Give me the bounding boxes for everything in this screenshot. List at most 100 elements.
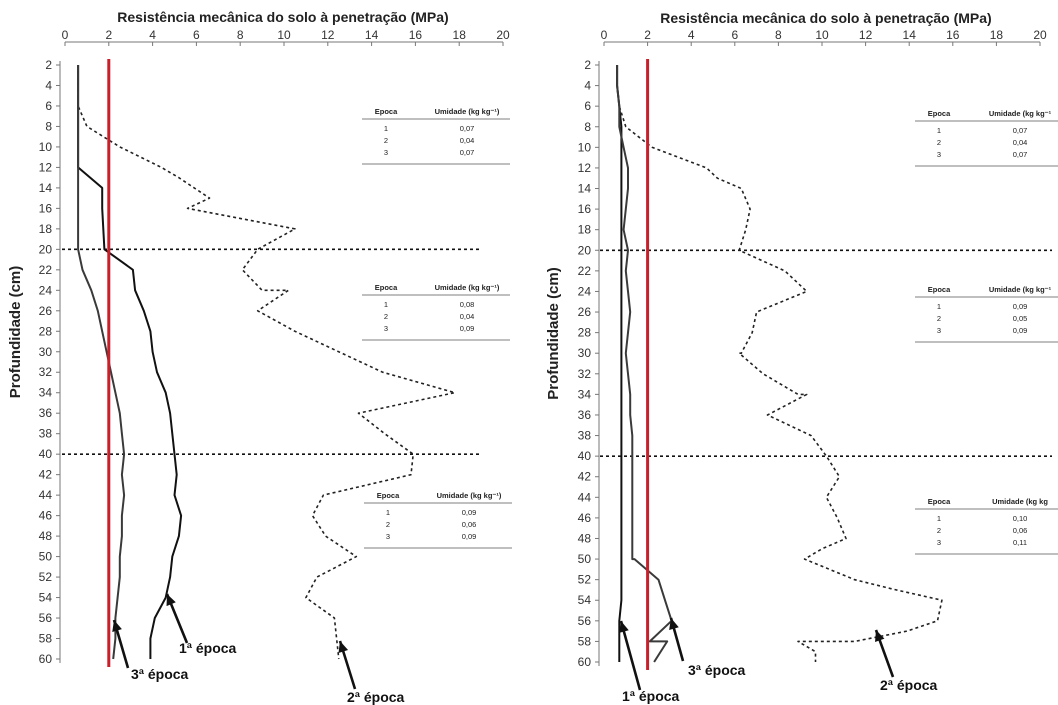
x-tick-label: 20 bbox=[496, 28, 510, 42]
table-cell-epoca: 2 bbox=[384, 136, 388, 145]
y-tick-label: 52 bbox=[39, 570, 53, 584]
y-tick-label: 2 bbox=[45, 58, 52, 72]
table-cell-epoca: 2 bbox=[937, 526, 941, 535]
table-cell-umidade: 0,07 bbox=[460, 148, 475, 157]
y-tick-label: 52 bbox=[578, 573, 592, 587]
y-tick-label: 60 bbox=[39, 652, 53, 666]
y-tick-label: 2 bbox=[584, 58, 591, 72]
moisture-table: Epoca Umidade (kg kg⁻¹ 1 0,09 2 0,05 3 0,09 bbox=[915, 285, 1058, 343]
table-cell-umidade: 0,04 bbox=[460, 312, 475, 321]
y-tick-label: 16 bbox=[39, 201, 53, 215]
y-tick-label: 34 bbox=[578, 387, 592, 401]
table-cell-epoca: 1 bbox=[937, 302, 941, 311]
annotation-arrow-head bbox=[166, 594, 176, 607]
y-tick-label: 16 bbox=[578, 202, 592, 216]
y-axis-label: Profundidade (cm) bbox=[545, 267, 562, 400]
y-tick-label: 20 bbox=[578, 243, 592, 257]
y-tick-label: 56 bbox=[578, 614, 592, 628]
table-header-epoca: Epoca bbox=[928, 285, 951, 294]
y-tick-label: 54 bbox=[578, 593, 592, 607]
y-tick-label: 14 bbox=[578, 182, 592, 196]
x-tick-label: 16 bbox=[409, 28, 423, 42]
table-header-umidade: Umidade (kg kg⁻¹) bbox=[435, 107, 500, 116]
chart-panel-1: Resistência mecânica do solo à penetraçã… bbox=[7, 9, 512, 705]
y-tick-label: 6 bbox=[584, 99, 591, 113]
annotation-epoca: 1ª época bbox=[619, 620, 680, 704]
table-cell-epoca: 3 bbox=[937, 150, 941, 159]
series-line-epoca-2 bbox=[77, 65, 456, 660]
y-tick-label: 58 bbox=[578, 634, 592, 648]
table-cell-umidade: 0,09 bbox=[1013, 302, 1028, 311]
x-tick-label: 0 bbox=[62, 28, 69, 42]
annotation-epoca: 3ª época bbox=[669, 617, 746, 678]
y-tick-label: 40 bbox=[39, 447, 53, 461]
y-tick-label: 50 bbox=[39, 550, 53, 564]
annotation-arrow-head bbox=[619, 621, 629, 633]
y-tick-label: 36 bbox=[578, 408, 592, 422]
chart-title: Resistência mecânica do solo à penetraçã… bbox=[117, 9, 448, 25]
series-line-epoca-3 bbox=[616, 65, 673, 663]
y-tick-label: 28 bbox=[578, 326, 592, 340]
moisture-table: Epoca Umidade (kg kg⁻¹ 1 0,07 2 0,04 3 0,07 bbox=[915, 109, 1058, 167]
table-cell-umidade: 0,06 bbox=[462, 520, 477, 529]
annotation-epoca: 2ª época bbox=[338, 640, 405, 705]
y-tick-label: 44 bbox=[39, 488, 53, 502]
x-tick-label: 2 bbox=[105, 28, 112, 42]
y-tick-label: 32 bbox=[39, 365, 53, 379]
moisture-table: Epoca Umidade (kg kg⁻¹) 1 0,07 2 0,04 3 0,07 bbox=[362, 107, 510, 165]
table-header-umidade: Umidade (kg kg⁻¹ bbox=[989, 285, 1052, 294]
annotation-label: 1ª época bbox=[179, 640, 237, 656]
y-tick-label: 58 bbox=[39, 632, 53, 646]
table-cell-umidade: 0,04 bbox=[1013, 138, 1028, 147]
table-header-epoca: Epoca bbox=[375, 283, 398, 292]
annotation-arrow-head bbox=[338, 641, 349, 653]
x-tick-label: 0 bbox=[601, 28, 608, 42]
x-tick-label: 18 bbox=[990, 28, 1004, 42]
y-tick-label: 6 bbox=[45, 99, 52, 113]
table-cell-epoca: 1 bbox=[386, 508, 390, 517]
table-cell-umidade: 0,09 bbox=[462, 508, 477, 517]
y-tick-label: 24 bbox=[578, 284, 592, 298]
table-cell-umidade: 0,10 bbox=[1013, 514, 1028, 523]
y-tick-label: 22 bbox=[578, 264, 592, 278]
moisture-table: Epoca Umidade (kg kg⁻¹) 1 0,09 2 0,06 3 0,09 bbox=[364, 491, 512, 549]
annotation-epoca: 3ª época bbox=[112, 619, 189, 682]
y-tick-label: 20 bbox=[39, 242, 53, 256]
table-cell-umidade: 0,07 bbox=[1013, 150, 1028, 159]
y-tick-label: 10 bbox=[39, 140, 53, 154]
table-header-epoca: Epoca bbox=[928, 497, 951, 506]
table-cell-epoca: 3 bbox=[937, 538, 941, 547]
x-tick-label: 6 bbox=[193, 28, 200, 42]
annotation-epoca: 1ª época bbox=[165, 593, 237, 656]
y-tick-label: 38 bbox=[39, 427, 53, 441]
x-tick-label: 10 bbox=[277, 28, 291, 42]
x-tick-label: 14 bbox=[365, 28, 379, 42]
y-tick-label: 48 bbox=[39, 529, 53, 543]
table-cell-umidade: 0,09 bbox=[460, 324, 475, 333]
series-line-epoca-1 bbox=[616, 65, 623, 662]
x-tick-label: 12 bbox=[859, 28, 873, 42]
chart-title: Resistência mecânica do solo à penetraçã… bbox=[660, 10, 991, 26]
table-header-umidade: Umidade (kg kg bbox=[992, 497, 1048, 506]
y-tick-label: 40 bbox=[578, 449, 592, 463]
y-tick-label: 56 bbox=[39, 611, 53, 625]
x-tick-label: 8 bbox=[237, 28, 244, 42]
table-cell-epoca: 1 bbox=[937, 126, 941, 135]
y-tick-label: 8 bbox=[584, 120, 591, 134]
x-tick-label: 14 bbox=[903, 28, 917, 42]
annotation-epoca: 2ª época bbox=[874, 629, 938, 693]
table-cell-epoca: 3 bbox=[384, 324, 388, 333]
table-cell-epoca: 2 bbox=[937, 314, 941, 323]
y-tick-label: 42 bbox=[578, 470, 592, 484]
annotation-label: 3ª época bbox=[688, 662, 746, 678]
y-tick-label: 4 bbox=[45, 78, 52, 92]
y-tick-label: 54 bbox=[39, 591, 53, 605]
series-line-epoca-3 bbox=[77, 65, 126, 660]
table-cell-epoca: 1 bbox=[384, 124, 388, 133]
table-cell-umidade: 0,06 bbox=[1013, 526, 1028, 535]
table-cell-epoca: 1 bbox=[937, 514, 941, 523]
annotation-label: 3ª época bbox=[131, 666, 189, 682]
moisture-table: Epoca Umidade (kg kg⁻¹) 1 0,08 2 0,04 3 0,09 bbox=[362, 283, 510, 341]
table-cell-umidade: 0,04 bbox=[460, 136, 475, 145]
table-header-epoca: Epoca bbox=[375, 107, 398, 116]
